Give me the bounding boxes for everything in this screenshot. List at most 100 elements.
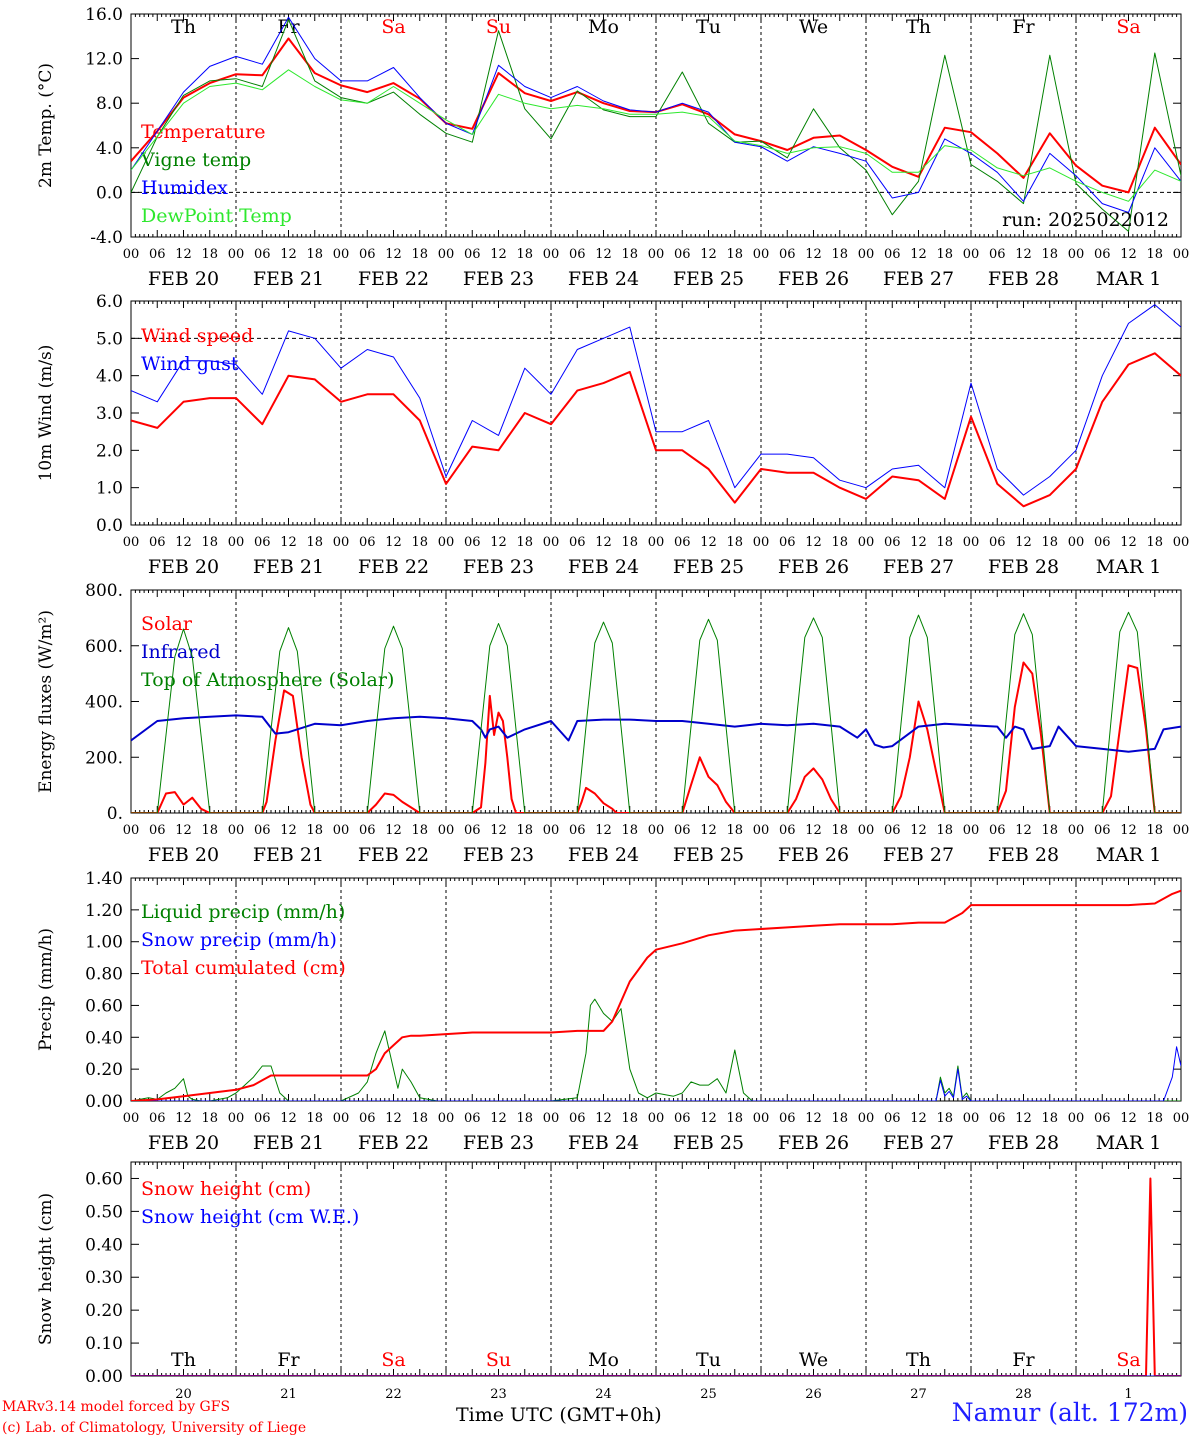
x-hour-label: 12 xyxy=(490,535,507,550)
x-hour-label: 00 xyxy=(858,247,875,262)
x-hour-label: 00 xyxy=(1068,247,1085,262)
x-hour-label: 12 xyxy=(385,823,402,838)
x-hour-label: 12 xyxy=(700,1111,717,1126)
x-hour-label: 00 xyxy=(543,823,560,838)
x-date-label: FEB 28 xyxy=(988,268,1059,290)
y-tick-label: 0.60 xyxy=(85,996,123,1016)
x-date-label: FEB 23 xyxy=(463,556,534,578)
x-hour-label: 18 xyxy=(1146,823,1163,838)
series-line-1 xyxy=(131,1177,1181,1376)
day-name-label: Fr xyxy=(1012,1349,1035,1371)
x-date-label: FEB 20 xyxy=(148,844,219,866)
x-date-label: FEB 22 xyxy=(358,268,429,290)
x-date-label: FEB 23 xyxy=(463,1132,534,1154)
x-hour-label: 00 xyxy=(123,535,140,550)
y-tick-label: 4.0 xyxy=(96,367,123,387)
x-hour-label: 12 xyxy=(805,823,822,838)
legend-entry: Total cumulated (cm) xyxy=(141,957,346,979)
y-tick-label: 0.0 xyxy=(96,183,123,203)
day-name-label: Mo xyxy=(588,16,619,38)
x-hour-label: 18 xyxy=(201,247,218,262)
x-hour-label: 06 xyxy=(254,247,271,262)
series-line-2 xyxy=(131,19,1181,232)
legend-entry: Infrared xyxy=(141,641,221,663)
x-hour-label: 06 xyxy=(1094,535,1111,550)
y-tick-label: 1.20 xyxy=(85,901,123,921)
y-tick-label: 1.40 xyxy=(85,869,123,889)
x-hour-label: 12 xyxy=(805,1111,822,1126)
x-date-label: FEB 25 xyxy=(673,844,744,866)
x-hour-label: 12 xyxy=(1015,535,1032,550)
x-date-label: FEB 27 xyxy=(883,556,954,578)
x-date-label: FEB 27 xyxy=(883,844,954,866)
x-date-label: FEB 22 xyxy=(358,844,429,866)
x-hour-label: 18 xyxy=(516,247,533,262)
x-date-label: FEB 20 xyxy=(148,556,219,578)
y-tick-label: 0.20 xyxy=(85,1301,123,1321)
x-date-label: FEB 27 xyxy=(883,268,954,290)
x-hour-label: 12 xyxy=(595,823,612,838)
x-hour-label: 18 xyxy=(726,1111,743,1126)
x-hour-label: 06 xyxy=(359,1111,376,1126)
x-date-label: FEB 28 xyxy=(988,1132,1059,1154)
x-hour-label: 18 xyxy=(516,1111,533,1126)
legend-entry: Wind gust xyxy=(141,353,239,375)
x-hour-label: 18 xyxy=(201,535,218,550)
x-hour-label: 18 xyxy=(831,247,848,262)
x-hour-label: 12 xyxy=(1015,1111,1032,1126)
x-hour-label: 00 xyxy=(648,247,665,262)
x-hour-label: 06 xyxy=(1094,247,1111,262)
x-hour-label: 18 xyxy=(621,535,638,550)
y-tick-label: 0.10 xyxy=(85,1334,123,1354)
y-axis-label: Snow height (cm) xyxy=(36,1193,56,1345)
x-hour-label: 18 xyxy=(936,535,953,550)
x-hour-label: 00 xyxy=(648,1111,665,1126)
chart-panel-1: -4.0 0.0 4.0 8.0 12.0 16.0 2m Temp. (°C) 00 06 12… xyxy=(36,5,1189,290)
x-hour-label: 06 xyxy=(464,823,481,838)
y-tick-label: -4.0 xyxy=(90,228,123,248)
y-tick-label: 3.0 xyxy=(96,404,123,424)
x-hour-label: 00 xyxy=(438,1111,455,1126)
plot-frame xyxy=(130,300,1182,526)
x-hour-label: 12 xyxy=(1120,823,1137,838)
x-hour-label: 06 xyxy=(359,247,376,262)
x-hour-label: 00 xyxy=(333,535,350,550)
series-line-1 xyxy=(131,661,1181,813)
day-name-label: Su xyxy=(486,1349,511,1371)
y-tick-label: 0.20 xyxy=(85,1060,123,1080)
series-line-3 xyxy=(131,16,1181,213)
x-hour-label: 06 xyxy=(884,247,901,262)
legend-entry: Top of Atmosphere (Solar) xyxy=(141,669,394,691)
x-hour-label: 12 xyxy=(1015,247,1032,262)
x-hour-label: 06 xyxy=(779,247,796,262)
x-hour-label: 06 xyxy=(464,247,481,262)
x-date-label: 27 xyxy=(910,1387,927,1402)
x-hour-label: 00 xyxy=(1173,823,1190,838)
x-hour-label: 12 xyxy=(175,535,192,550)
legend-entry: Temperature xyxy=(141,121,265,143)
x-hour-label: 00 xyxy=(1068,535,1085,550)
day-name-label: Th xyxy=(906,1349,931,1371)
x-hour-label: 00 xyxy=(858,535,875,550)
x-hour-label: 06 xyxy=(149,823,166,838)
x-hour-label: 00 xyxy=(333,823,350,838)
x-hour-label: 18 xyxy=(1041,823,1058,838)
x-hour-label: 12 xyxy=(595,1111,612,1126)
x-date-label: FEB 24 xyxy=(568,268,639,290)
x-date-label: FEB 25 xyxy=(673,556,744,578)
series-line-3 xyxy=(131,889,1181,1101)
y-tick-label: 12.0 xyxy=(85,50,123,70)
x-hour-label: 06 xyxy=(884,823,901,838)
x-date-label: FEB 23 xyxy=(463,268,534,290)
x-date-label: FEB 22 xyxy=(358,556,429,578)
x-hour-label: 06 xyxy=(989,1111,1006,1126)
day-name-label: Su xyxy=(486,16,511,38)
x-date-label: 22 xyxy=(385,1387,402,1402)
x-hour-label: 18 xyxy=(831,535,848,550)
x-hour-label: 18 xyxy=(411,247,428,262)
x-date-label: FEB 21 xyxy=(253,556,324,578)
x-hour-label: 00 xyxy=(438,247,455,262)
x-hour-label: 00 xyxy=(228,1111,245,1126)
x-hour-label: 18 xyxy=(621,247,638,262)
day-name-label: Th xyxy=(171,1349,196,1371)
